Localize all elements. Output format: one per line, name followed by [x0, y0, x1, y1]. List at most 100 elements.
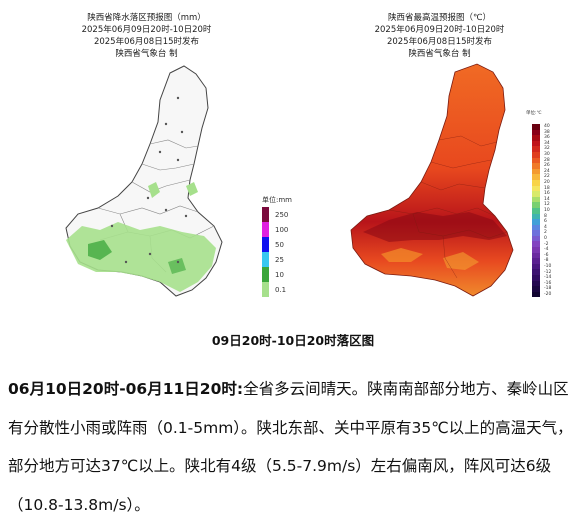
temp-legend-swatch — [532, 185, 540, 192]
rain-map-issued: 2025年06月08日15时发布 — [93, 37, 200, 47]
temp-legend-swatch — [532, 129, 540, 136]
temp-legend-label: 2 — [544, 230, 547, 236]
temp-legend-label: -2 — [544, 241, 549, 247]
temp-map-issued: 2025年06月08日15时发布 — [386, 37, 493, 47]
rain-map-panel: 陕西省降水落区预报图（mm） 2025年06月09日20时-10日20时 202… — [0, 0, 293, 320]
temp-legend-label: 22 — [544, 174, 550, 180]
temp-legend-label: 36 — [544, 135, 550, 141]
temp-legend-swatch — [532, 258, 540, 264]
rain-legend-label: 0.1 — [275, 285, 287, 294]
rain-map-image — [65, 65, 223, 297]
temp-map-agency: 陕西省气象台 制 — [408, 49, 471, 59]
temp-legend-label: 18 — [544, 185, 550, 191]
temp-legend-label: -8 — [544, 258, 549, 264]
rain-legend-label: 50 — [275, 240, 284, 249]
temp-legend-label: 34 — [544, 140, 550, 146]
temp-legend-label: 6 — [544, 219, 547, 225]
temp-legend-label: -14 — [544, 275, 552, 281]
rain-legend-entry: 50 — [262, 237, 292, 252]
temp-legend-swatch — [532, 124, 540, 130]
temp-legend-swatch — [532, 213, 540, 220]
forecast-date-range: 06月10日20时-06月11日20时: — [8, 380, 244, 398]
temp-legend-label: 16 — [544, 191, 550, 197]
rain-map-header: 陕西省降水落区预报图（mm） 2025年06月09日20时-10日20时 202… — [0, 12, 293, 60]
temp-legend-swatch — [532, 252, 540, 259]
temp-legend-swatch — [532, 224, 540, 231]
temp-legend-swatch — [532, 146, 540, 152]
temp-legend-swatch — [532, 230, 540, 236]
rain-legend-swatch — [262, 252, 269, 267]
rain-legend-entry: 100 — [262, 222, 292, 237]
temp-legend-swatch — [532, 247, 540, 253]
temp-legend-swatch — [532, 235, 540, 242]
temp-legend-label: 40 — [544, 124, 550, 129]
map-caption: 09日20时-10日20时落区图 — [211, 333, 375, 348]
temp-legend-label: 24 — [544, 168, 550, 174]
temp-legend-label: 4 — [544, 224, 547, 230]
temp-legend-swatch — [532, 191, 540, 197]
temp-legend-label: -4 — [544, 247, 549, 253]
temp-legend-label: 20 — [544, 180, 550, 185]
temp-legend-label: 30 — [544, 152, 550, 157]
temp-legend-swatch — [532, 179, 540, 186]
rain-legend-swatch — [262, 282, 269, 297]
temp-legend-label: 12 — [544, 202, 550, 208]
temp-legend-label: -20 — [544, 292, 552, 297]
temp-legend-swatch — [532, 151, 540, 158]
temp-legend-swatch — [532, 275, 540, 281]
temp-legend-swatch — [532, 135, 540, 141]
forecast-body: 全省多云间晴天。陕南南部部分地方、秦岭山区有分散性小雨或阵雨（0.1-5mm）。… — [8, 380, 573, 514]
temp-legend-label: -6 — [544, 252, 549, 258]
temp-legend-swatch — [532, 269, 540, 276]
rain-legend-swatch — [262, 207, 269, 222]
temp-legend-label: -18 — [544, 286, 552, 292]
rain-legend-label: 250 — [275, 210, 289, 219]
temp-legend-unit: 单位:℃ — [526, 111, 542, 116]
temp-legend-label: 10 — [544, 208, 550, 213]
shaanxi-outline-temp — [350, 63, 514, 297]
temp-legend-label: 14 — [544, 196, 550, 202]
rain-legend-entry: 0.1 — [262, 282, 292, 297]
temp-legend-label: 32 — [544, 146, 550, 152]
temp-map-period: 2025年06月09日20时-10日20时 — [374, 25, 505, 35]
rain-legend-label: 10 — [275, 270, 284, 279]
rain-legend: 单位:mm 250 100 50 25 10 0.1 — [262, 195, 292, 297]
rain-legend-rows: 250 100 50 25 10 0.1 — [262, 207, 292, 297]
rain-legend-label: 100 — [275, 225, 289, 234]
temp-legend-swatch — [532, 286, 540, 292]
temp-legend-label: 28 — [544, 157, 550, 163]
temp-legend-swatch — [532, 157, 540, 164]
temp-legend-swatch — [532, 202, 540, 208]
temp-map-title: 陕西省最高温预报图（℃） — [387, 13, 492, 23]
rain-legend-entry: 250 — [262, 207, 292, 222]
temp-legend-swatch — [532, 241, 540, 248]
temp-legend-swatch — [532, 219, 540, 225]
temp-legend-label: 26 — [544, 163, 550, 169]
temp-legend-label: -10 — [544, 264, 552, 269]
rain-map-agency: 陕西省气象台 制 — [115, 49, 178, 59]
rain-legend-entry: 25 — [262, 252, 292, 267]
temp-legend-swatch — [532, 174, 540, 180]
temp-map-panel: 陕西省最高温预报图（℃） 2025年06月09日20时-10日20时 2025年… — [293, 0, 586, 320]
rain-legend-entry: 10 — [262, 267, 292, 282]
rain-map-title: 陕西省降水落区预报图（mm） — [87, 13, 206, 23]
temp-legend-swatch — [532, 140, 540, 147]
temp-legend-swatch — [532, 196, 540, 203]
temp-legend-label: -12 — [544, 269, 552, 275]
rain-legend-unit: 单位:mm — [262, 196, 292, 204]
rain-map-period: 2025年06月09日20时-10日20时 — [81, 25, 212, 35]
temp-legend-label: 0 — [544, 236, 547, 241]
forecast-text: 06月10日20时-06月11日20时:全省多云间晴天。陕南南部部分地方、秦岭山… — [8, 370, 582, 524]
rain-legend-swatch — [262, 222, 269, 237]
temp-map-image — [350, 63, 514, 297]
temp-legend-swatch — [532, 280, 540, 287]
rain-legend-swatch — [262, 267, 269, 282]
temp-map-header: 陕西省最高温预报图（℃） 2025年06月09日20时-10日20时 2025年… — [293, 12, 586, 60]
temp-legend-swatch — [532, 291, 540, 298]
temp-legend-bar — [532, 124, 540, 298]
temp-legend-swatch — [532, 263, 540, 270]
temp-legend-label: 8 — [544, 213, 547, 219]
temp-legend-label: 38 — [544, 129, 550, 135]
temp-legend-swatch — [532, 163, 540, 169]
rain-legend-swatch — [262, 237, 269, 252]
